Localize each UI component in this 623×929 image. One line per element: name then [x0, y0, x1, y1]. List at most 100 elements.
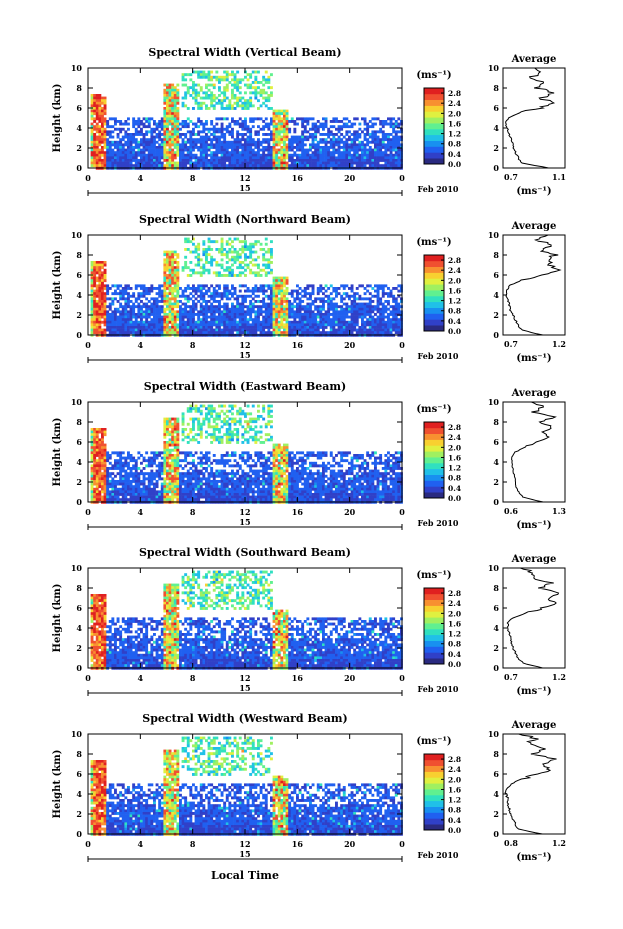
heatmap-cell — [108, 313, 112, 316]
heatmap-cell — [215, 164, 219, 168]
profile-y-tick-label: 8 — [493, 250, 499, 260]
heatmap-cell — [381, 289, 385, 293]
heatmap-cell — [199, 101, 203, 105]
heatmap-cell — [368, 161, 372, 165]
heatmap-cell — [262, 302, 266, 306]
heatmap-cell — [142, 164, 146, 168]
heatmap-cell — [397, 310, 401, 314]
heatmap-cell — [381, 164, 385, 168]
heatmap-cell — [103, 433, 107, 437]
heatmap-cell — [379, 318, 383, 322]
heatmap-cell — [319, 307, 323, 311]
heatmap-cell — [207, 315, 211, 319]
heatmap-cell — [210, 305, 214, 309]
heatmap-cell — [121, 310, 125, 314]
heatmap-cell — [257, 328, 260, 332]
heatmap-cell — [205, 323, 208, 327]
heatmap-cell — [358, 135, 362, 139]
heatmap-cell — [194, 156, 198, 160]
heatmap-cell — [171, 297, 175, 301]
heatmap-cell — [283, 294, 286, 298]
heatmap-cell — [262, 305, 266, 309]
heatmap-cell — [106, 161, 110, 165]
heatmap-cell — [371, 315, 375, 319]
heatmap-cell — [90, 161, 94, 165]
heatmap-cell — [197, 70, 201, 74]
heatmap-cell — [95, 315, 99, 319]
heatmap-cell — [192, 271, 195, 275]
heatmap-cell — [267, 99, 271, 103]
heatmap-cell — [280, 148, 284, 152]
heatmap-cell — [288, 159, 292, 162]
heatmap-cell — [163, 148, 167, 152]
heatmap-cell — [184, 120, 188, 123]
heatmap-cell — [394, 122, 398, 126]
heatmap-cell — [319, 323, 323, 327]
heatmap-cell — [220, 146, 224, 149]
heatmap-cell — [155, 146, 159, 149]
heatmap-cell — [150, 313, 154, 316]
heatmap-cell — [262, 138, 266, 142]
heatmap-cell — [111, 143, 115, 147]
heatmap-cell — [134, 318, 138, 322]
heatmap-cell — [220, 117, 224, 121]
heatmap-cell — [361, 323, 364, 327]
heatmap-cell — [275, 320, 279, 324]
heatmap-cell — [176, 326, 180, 329]
heatmap-cell — [335, 302, 338, 306]
colorbar-tick-label: 0.8 — [448, 307, 461, 316]
heatmap-cell — [368, 300, 372, 303]
heatmap-cell — [171, 83, 175, 87]
heatmap-cell — [90, 276, 94, 280]
heatmap-cell — [363, 297, 367, 301]
heatmap-cell — [181, 146, 185, 149]
heatmap-cell — [121, 294, 125, 298]
heatmap-cell — [98, 438, 102, 442]
heatmap-cell — [106, 459, 110, 463]
heatmap-cell — [280, 151, 284, 155]
heatmap-cell — [337, 315, 341, 319]
heatmap-cell — [171, 96, 175, 100]
heatmap-cell — [93, 331, 97, 335]
heatmap-cell — [254, 161, 258, 165]
heatmap-cell — [173, 120, 177, 123]
heatmap-cell — [254, 153, 258, 157]
heatmap-cell — [108, 135, 112, 139]
heatmap-cell — [283, 315, 286, 319]
heatmap-cell — [233, 258, 237, 262]
heatmap-cell — [267, 328, 271, 332]
heatmap-cell — [171, 263, 175, 267]
heatmap-cell — [319, 164, 323, 168]
heatmap-cell — [238, 78, 242, 82]
heatmap-cell — [251, 86, 255, 90]
heatmap-cell — [225, 156, 229, 160]
heatmap-cell — [387, 320, 390, 324]
heatmap-cell — [314, 331, 318, 335]
heatmap-cell — [290, 294, 294, 298]
heatmap-cell — [384, 331, 388, 335]
heatmap-cell — [238, 140, 242, 144]
heatmap-cell — [272, 125, 276, 129]
heatmap-cell — [311, 133, 315, 136]
heatmap-cell — [376, 300, 380, 303]
heatmap-cell — [179, 307, 182, 311]
heatmap-cell — [272, 151, 276, 155]
heatmap-cell — [155, 153, 159, 157]
heatmap-cell — [272, 130, 276, 134]
heatmap-cell — [361, 331, 364, 335]
heatmap-cell — [233, 75, 237, 79]
heatmap-cell — [231, 268, 234, 272]
heatmap-cell — [127, 151, 130, 155]
heatmap-cell — [368, 328, 372, 332]
heatmap-cell — [212, 127, 216, 131]
heatmap-cell — [259, 148, 263, 152]
heatmap-cell — [160, 143, 164, 147]
heatmap-cell — [181, 122, 185, 126]
heatmap-cell — [220, 148, 224, 152]
heatmap-cell — [197, 271, 201, 275]
heatmap-cell — [285, 133, 289, 136]
heatmap-cell — [228, 101, 232, 105]
heatmap-cell — [381, 159, 385, 162]
heatmap-cell — [285, 289, 289, 293]
heatmap-cell — [186, 117, 190, 121]
